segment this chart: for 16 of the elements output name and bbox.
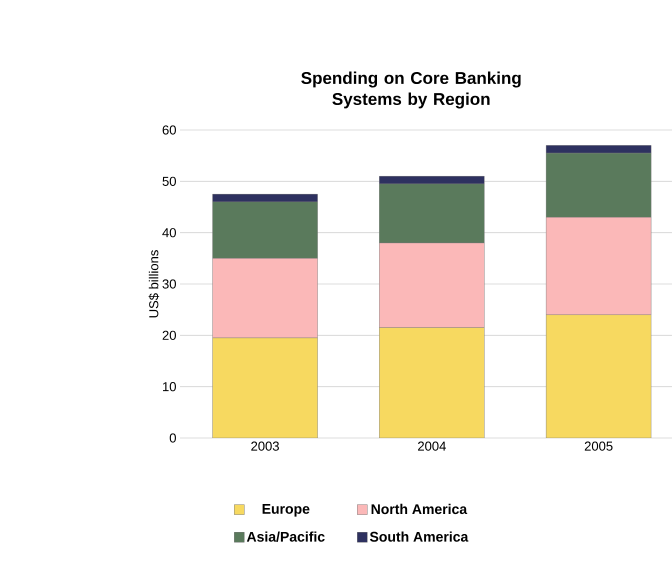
legend-label: North America — [372, 504, 468, 514]
x-tick-label: 2005 — [584, 442, 613, 451]
y-tick-label: 0 — [170, 433, 176, 443]
legend-label: Europe — [262, 504, 310, 517]
y-tick-label: 60 — [162, 125, 176, 135]
chart-title: Spending on Core Banking Systems by Region — [301, 72, 521, 108]
y-axis-title: US$ billions — [148, 250, 160, 318]
y-tick-label: 40 — [162, 228, 176, 238]
y-tick-label: 50 — [162, 176, 176, 186]
y-tick-label: 30 — [162, 279, 176, 289]
legend-label: South America — [370, 531, 468, 542]
y-tick-label: 10 — [163, 382, 176, 392]
legend-label: Asia/Pacific — [246, 531, 325, 542]
x-tick-label: 2003 — [251, 442, 279, 451]
x-tick-label: 2004 — [418, 442, 446, 451]
y-tick-label: 20 — [162, 330, 176, 340]
